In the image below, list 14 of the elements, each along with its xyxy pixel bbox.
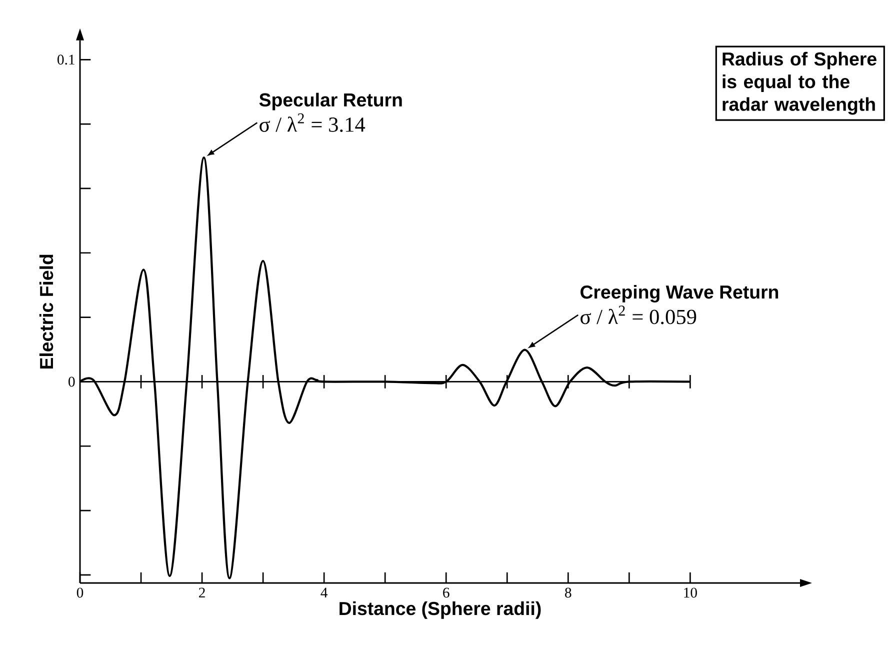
x-tick-label: 4 [320, 588, 328, 598]
x-tick-label: 2 [199, 588, 205, 598]
y-tick-label: 0.1 [58, 54, 74, 65]
x-axis-title: Distance (Sphere radii) [340, 601, 541, 619]
annotation: Creeping Wave Return [580, 284, 778, 302]
x-tick-label: 8 [565, 588, 572, 598]
y-axis-title: Electric Field [39, 254, 54, 369]
annotation: Radius of Sphere is equal to the radar wavelength [722, 52, 876, 115]
annotation: σ / λ$^{2}$ = 3.14 [260, 113, 366, 132]
x-tick-label: 0 [76, 588, 84, 598]
annotation: σ / λ$^{2}$ = 0.059 [580, 306, 696, 324]
x-tick-label: 10 [684, 588, 697, 598]
x-tick-label: 6 [443, 588, 450, 598]
annotation: Specular Return [259, 92, 402, 110]
